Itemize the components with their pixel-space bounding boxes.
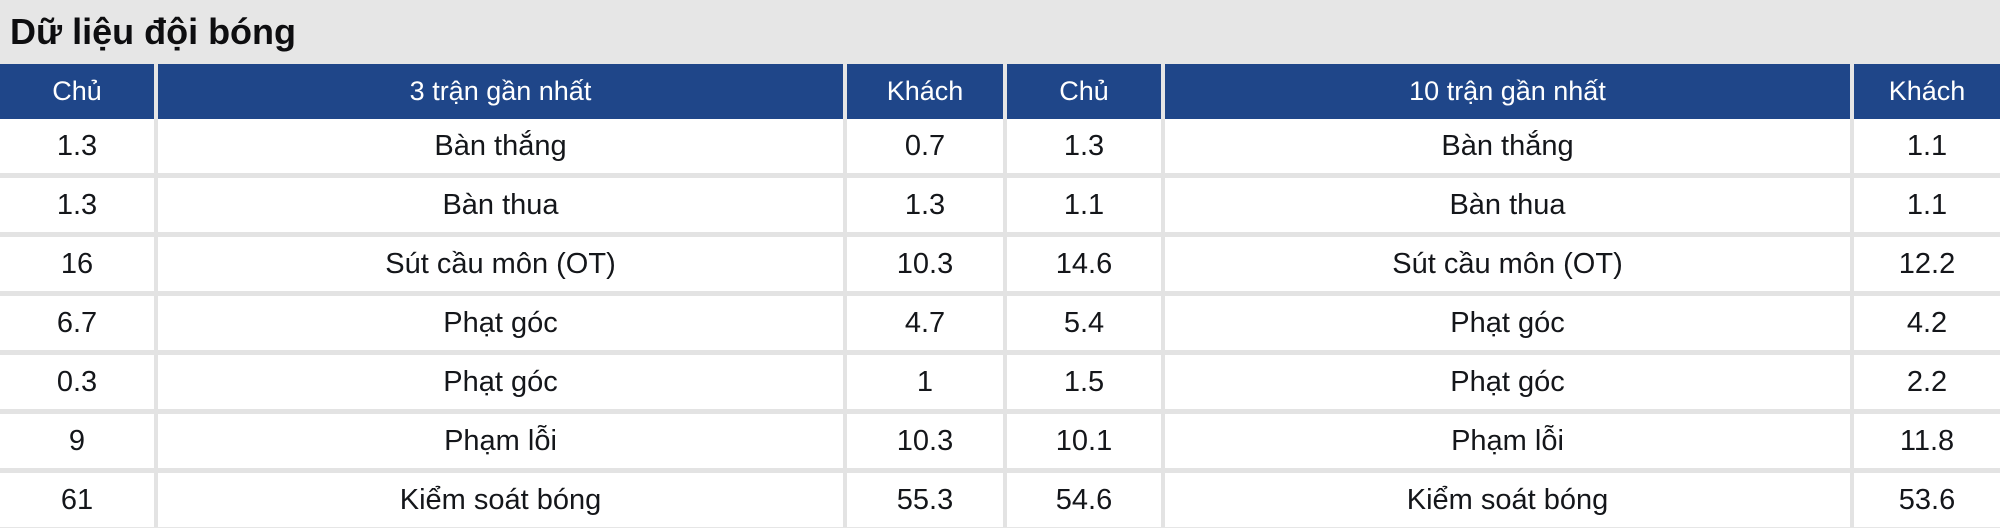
- stat-last3-label: Phạt góc: [158, 296, 843, 350]
- header-stat-last3: 3 trận gần nhất: [158, 64, 843, 119]
- stat-last10-label: Phạt góc: [1165, 355, 1850, 409]
- header-home-last10: Chủ: [1007, 64, 1161, 119]
- header-home-last3: Chủ: [0, 64, 154, 119]
- away-last3-value: 0.7: [847, 119, 1003, 173]
- away-last10-value: 11.8: [1854, 414, 2000, 468]
- home-last3-value: 61: [0, 473, 154, 527]
- home-last3-value: 1.3: [0, 119, 154, 173]
- home-last10-value: 1.5: [1007, 355, 1161, 409]
- home-last3-value: 0.3: [0, 355, 154, 409]
- home-last10-value: 54.6: [1007, 473, 1161, 527]
- stat-last10-label: Kiểm soát bóng: [1165, 473, 1850, 527]
- away-last3-value: 55.3: [847, 473, 1003, 527]
- stat-last10-label: Sút cầu môn (OT): [1165, 237, 1850, 291]
- section-title-bar: Dữ liệu đội bóng: [0, 0, 2000, 64]
- stat-last3-label: Sút cầu môn (OT): [158, 237, 843, 291]
- home-last10-value: 10.1: [1007, 414, 1161, 468]
- stat-last10-label: Phạm lỗi: [1165, 414, 1850, 468]
- away-last3-value: 10.3: [847, 237, 1003, 291]
- away-last10-value: 2.2: [1854, 355, 2000, 409]
- home-last10-value: 14.6: [1007, 237, 1161, 291]
- away-last10-value: 1.1: [1854, 119, 2000, 173]
- stat-last10-label: Phạt góc: [1165, 296, 1850, 350]
- stat-last3-label: Bàn thắng: [158, 119, 843, 173]
- away-last3-value: 1.3: [847, 178, 1003, 232]
- page-title: Dữ liệu đội bóng: [10, 11, 297, 52]
- away-last10-value: 12.2: [1854, 237, 2000, 291]
- home-last3-value: 16: [0, 237, 154, 291]
- away-last10-value: 4.2: [1854, 296, 2000, 350]
- stat-last3-label: Phạm lỗi: [158, 414, 843, 468]
- header-away-last10: Khách: [1854, 64, 2000, 119]
- home-last10-value: 1.3: [1007, 119, 1161, 173]
- home-last3-value: 6.7: [0, 296, 154, 350]
- home-last3-value: 9: [0, 414, 154, 468]
- header-stat-last10: 10 trận gần nhất: [1165, 64, 1850, 119]
- stat-last3-label: Kiểm soát bóng: [158, 473, 843, 527]
- home-last10-value: 1.1: [1007, 178, 1161, 232]
- away-last10-value: 1.1: [1854, 178, 2000, 232]
- stat-last3-label: Bàn thua: [158, 178, 843, 232]
- away-last3-value: 10.3: [847, 414, 1003, 468]
- stat-last10-label: Bàn thắng: [1165, 119, 1850, 173]
- away-last3-value: 4.7: [847, 296, 1003, 350]
- team-data-table-header: Chủ 3 trận gần nhất Khách Chủ 10 trận gầ…: [0, 64, 2000, 119]
- away-last3-value: 1: [847, 355, 1003, 409]
- home-last10-value: 5.4: [1007, 296, 1161, 350]
- team-data-table-body: 1.3 Bàn thắng 0.7 1.3 Bàn thắng 1.1 1.3 Bàn thu…: [0, 119, 2000, 527]
- stat-last10-label: Bàn thua: [1165, 178, 1850, 232]
- header-away-last3: Khách: [847, 64, 1003, 119]
- home-last3-value: 1.3: [0, 178, 154, 232]
- stat-last3-label: Phạt góc: [158, 355, 843, 409]
- away-last10-value: 53.6: [1854, 473, 2000, 527]
